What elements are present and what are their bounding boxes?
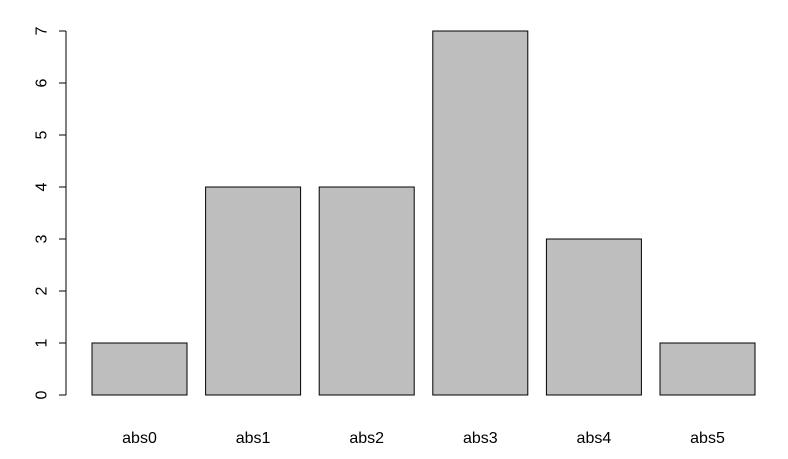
x-tick-label: abs2	[349, 430, 384, 447]
y-tick-label: 5	[34, 130, 51, 139]
x-tick-label: abs3	[463, 430, 498, 447]
y-axis: 0 1 2 3 4 5 6 7	[34, 26, 67, 399]
bar-abs4	[545, 238, 642, 396]
y-tick-label: 4	[34, 182, 51, 191]
y-tick-label: 1	[34, 338, 51, 347]
x-axis-labels: abs0 abs1 abs2 abs3 abs4 abs5	[122, 430, 725, 447]
x-tick-label: abs1	[236, 430, 271, 447]
bar-abs5	[659, 342, 756, 396]
x-tick-label: abs4	[577, 430, 612, 447]
bar-abs1	[205, 186, 302, 396]
y-tick-label: 0	[34, 390, 51, 399]
bar-abs2	[318, 186, 415, 396]
x-tick-label: abs5	[690, 430, 725, 447]
y-tick-label: 6	[34, 78, 51, 87]
bars-group	[91, 30, 756, 396]
bar-abs3	[432, 30, 529, 396]
y-tick-label: 3	[34, 234, 51, 243]
x-tick-label: abs0	[122, 430, 157, 447]
y-tick-label: 2	[34, 286, 51, 295]
y-tick-label: 7	[34, 26, 51, 35]
bar-abs0	[91, 342, 188, 396]
